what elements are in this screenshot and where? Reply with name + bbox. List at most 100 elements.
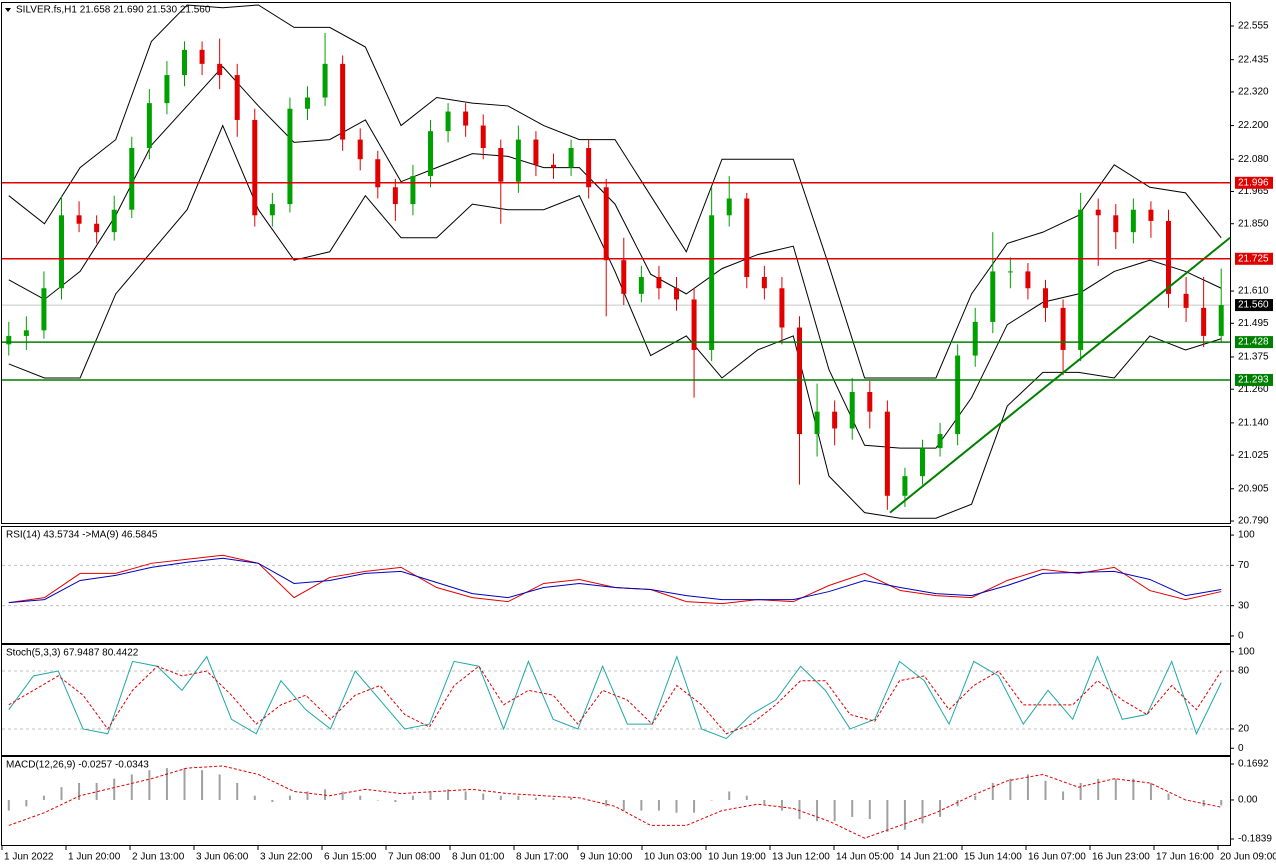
level-label-box bbox=[1235, 373, 1273, 386]
macd-bar bbox=[886, 799, 889, 832]
macd-bar bbox=[710, 799, 713, 801]
candle-body bbox=[867, 392, 873, 412]
candle-body bbox=[1130, 209, 1136, 233]
rsi-title: RSI(14) 43.5734 ->MA(9) 46.5845 bbox=[6, 530, 158, 541]
level-label: 21.996 bbox=[1238, 177, 1269, 188]
x-tick-label: 2 Jun 13:00 bbox=[132, 852, 185, 863]
indicator-line bbox=[8, 557, 1222, 604]
macd-bar bbox=[324, 789, 327, 800]
current-price-box bbox=[1235, 299, 1273, 312]
candle-body bbox=[621, 260, 627, 294]
y-tick-label: 30 bbox=[1238, 600, 1250, 611]
macd-panel bbox=[1, 756, 1231, 846]
candle-body bbox=[146, 103, 152, 149]
candle-body bbox=[234, 75, 240, 120]
macd-bar bbox=[95, 782, 98, 800]
candle-body bbox=[709, 215, 715, 350]
macd-bar bbox=[288, 795, 291, 800]
macd-bar bbox=[376, 799, 379, 801]
candle-body bbox=[1201, 307, 1207, 336]
x-tick-label: 6 Jun 15:00 bbox=[324, 852, 377, 863]
candle-body bbox=[269, 204, 275, 216]
x-tick-label: 9 Jun 10:00 bbox=[580, 852, 633, 863]
x-tick-label: 13 Jun 12:00 bbox=[772, 852, 830, 863]
level-label: 21.293 bbox=[1238, 375, 1269, 386]
y-tick-label: 22.200 bbox=[1238, 120, 1269, 131]
candle-body bbox=[217, 63, 223, 76]
macd-bar bbox=[1167, 793, 1170, 800]
candle-body bbox=[498, 148, 504, 182]
macd-bar bbox=[429, 791, 432, 800]
candle-body bbox=[182, 49, 187, 76]
candle-body bbox=[849, 392, 855, 429]
macd-bar bbox=[517, 795, 520, 800]
y-tick-label: 21.260 bbox=[1238, 384, 1269, 395]
level-label: 21.725 bbox=[1238, 253, 1269, 264]
macd-bar bbox=[974, 795, 977, 800]
candle-body bbox=[1025, 271, 1031, 289]
menu-arrow[interactable] bbox=[5, 8, 11, 12]
macd-bar bbox=[42, 795, 45, 800]
macd-bar bbox=[1185, 799, 1188, 801]
macd-bar bbox=[622, 799, 625, 811]
x-tick-label: 10 Jun 03:00 bbox=[644, 852, 702, 863]
candle-body bbox=[603, 187, 609, 261]
macd-bar bbox=[499, 795, 502, 800]
y-tick-label: 21.495 bbox=[1238, 318, 1269, 329]
candle-body bbox=[814, 411, 820, 435]
macd-bar bbox=[1149, 782, 1152, 800]
candle-body bbox=[111, 209, 117, 233]
macd-bar bbox=[306, 791, 309, 800]
candle-body bbox=[1183, 293, 1189, 308]
indicator-line bbox=[8, 665, 1222, 735]
macd-bar bbox=[728, 791, 731, 800]
macd-bar bbox=[464, 791, 467, 800]
x-tick-label: 16 Jun 23:00 bbox=[1092, 852, 1150, 863]
x-tick-label: 1 Jun 2022 bbox=[4, 852, 54, 863]
macd-bar bbox=[359, 795, 362, 800]
macd-bar bbox=[798, 799, 801, 820]
macd-bar bbox=[271, 799, 274, 803]
x-tick-label: 7 Jun 08:00 bbox=[388, 852, 441, 863]
candle-body bbox=[937, 434, 943, 449]
candle-body bbox=[199, 49, 205, 64]
macd-bar bbox=[921, 799, 924, 824]
candle-body bbox=[884, 411, 890, 496]
y-tick-label: 80 bbox=[1238, 666, 1250, 677]
y-tick-label: 100 bbox=[1238, 530, 1255, 541]
candle-body bbox=[972, 321, 978, 356]
level-label-box bbox=[1235, 176, 1273, 189]
macd-bar bbox=[1062, 791, 1065, 800]
macd-bar bbox=[25, 799, 28, 807]
current-price-label: 21.560 bbox=[1238, 300, 1269, 311]
candle-body bbox=[797, 327, 802, 435]
level-label: 21.428 bbox=[1238, 337, 1269, 348]
candle-body bbox=[94, 223, 100, 233]
candle-body bbox=[1095, 209, 1101, 216]
x-tick-label: 15 Jun 14:00 bbox=[964, 852, 1022, 863]
y-tick-label: 0.1692 bbox=[1238, 759, 1269, 770]
y-tick-label: 21.375 bbox=[1238, 352, 1269, 363]
candle-body bbox=[340, 63, 346, 140]
signal-line bbox=[8, 765, 1222, 839]
candle-body bbox=[428, 131, 433, 177]
macd-bar bbox=[253, 795, 256, 800]
candle-body bbox=[392, 187, 398, 205]
candle-body bbox=[164, 75, 170, 104]
macd-bar bbox=[165, 768, 168, 800]
y-tick-label: 21.850 bbox=[1238, 218, 1269, 229]
candle-body bbox=[1113, 215, 1119, 233]
x-tick-label: 16 Jun 07:00 bbox=[1028, 852, 1086, 863]
macd-bar bbox=[605, 799, 608, 807]
y-tick-label: 70 bbox=[1238, 560, 1250, 571]
macd-bar bbox=[1097, 778, 1100, 800]
candle-body bbox=[445, 111, 451, 132]
x-tick-label: 3 Jun 06:00 bbox=[196, 852, 249, 863]
candle-body bbox=[990, 271, 996, 322]
macd-bar bbox=[956, 799, 959, 807]
macd-bar bbox=[1132, 778, 1135, 800]
rsi-panel bbox=[1, 526, 1231, 644]
candle-body bbox=[656, 277, 662, 289]
macd-bar bbox=[130, 774, 133, 800]
